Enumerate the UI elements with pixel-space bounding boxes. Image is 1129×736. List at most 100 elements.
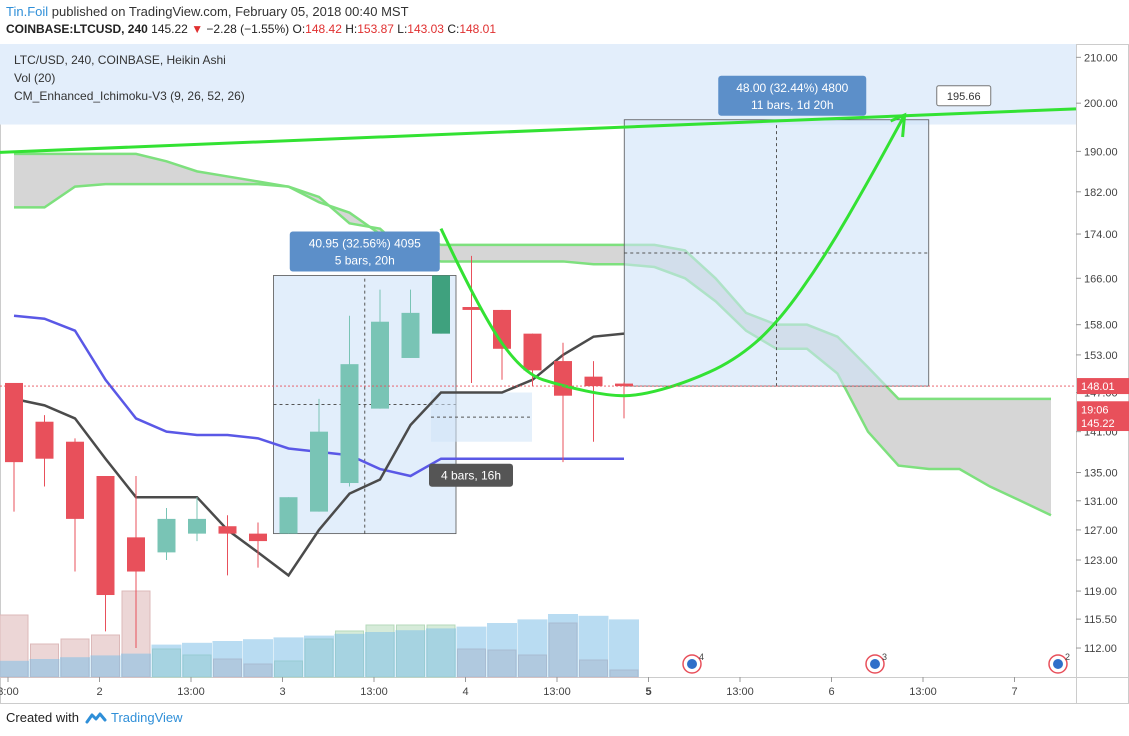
volume-ma-bar xyxy=(517,619,548,677)
volume-ma-bar xyxy=(60,657,90,677)
legend-indicator: CM_Enhanced_Ichimoku-V3 (9, 26, 52, 26) xyxy=(14,89,245,103)
open-label: O: xyxy=(292,22,306,36)
publish-header: Tin.Foil published on TradingView.com, F… xyxy=(0,0,1129,40)
volume-ma-bar xyxy=(487,623,517,677)
measure-3-label-text: 4 bars, 16h xyxy=(441,469,501,483)
top-band xyxy=(0,44,1076,125)
volume-ma-bar xyxy=(121,653,151,677)
legend: LTC/USD, 240, COINBASE, Heikin Ashi Vol … xyxy=(14,53,245,103)
trend-drawings[interactable] xyxy=(0,107,1077,398)
time-tick-label: 3 xyxy=(279,686,285,698)
low-label: L: xyxy=(397,22,408,36)
price-label-text: 145.22 xyxy=(1081,418,1115,430)
tradingview-link[interactable]: TradingView xyxy=(85,710,183,725)
author-link[interactable]: Tin.Foil xyxy=(6,4,49,19)
volume-ma-bar xyxy=(273,637,304,677)
candle-body xyxy=(249,533,267,542)
price-tick-label: 112.00 xyxy=(1084,643,1117,655)
tenkan-line xyxy=(13,332,625,578)
time-tick-label: 13:00 xyxy=(726,686,754,698)
volume-ma-bar xyxy=(212,641,243,677)
volume-ma-bar xyxy=(426,628,456,677)
candles xyxy=(5,255,633,649)
candle-body xyxy=(279,497,298,534)
price-label-bg xyxy=(1077,415,1129,432)
measure-1-label-text: 40.95 (32.56%) 4095 xyxy=(309,236,421,250)
price-tick-label: 131.00 xyxy=(1084,496,1118,508)
event-count: 4 xyxy=(699,652,704,662)
price-label-bg xyxy=(1077,378,1129,395)
measure-2-label-text: 48.00 (32.44%) 4800 xyxy=(736,81,848,95)
volume-ma-bar xyxy=(182,642,212,677)
high-label: H: xyxy=(345,22,358,36)
time-tick-label: 3:00 xyxy=(0,686,19,698)
volume-ma-bar xyxy=(304,635,334,677)
price-change: −2.28 (−1.55%) xyxy=(206,22,290,36)
close-label: C: xyxy=(447,22,460,36)
time-tick-label: 2 xyxy=(96,686,102,698)
candle-body xyxy=(615,383,633,387)
green-projection-curve xyxy=(439,114,906,398)
price-tick-label: 174.00 xyxy=(1084,229,1118,241)
measure-2-label-bg xyxy=(718,75,867,116)
measure-tools[interactable] xyxy=(273,119,930,535)
event-globe-icon xyxy=(1053,659,1063,669)
down-arrow-icon: ▼ xyxy=(191,22,204,36)
candle-body xyxy=(157,518,176,553)
event-globe-icon xyxy=(870,659,880,669)
volume-ma-bar xyxy=(334,633,365,677)
time-axis[interactable]: 3:00 2 13:00 3 13:00 4 13:00 5 13:00 6 13:00 7 xyxy=(0,677,1018,698)
price-tick-label: 119.00 xyxy=(1084,586,1117,598)
created-with: Created with xyxy=(6,710,79,725)
time-tick-label: 13:00 xyxy=(360,686,388,698)
event-globe-icon xyxy=(687,659,697,669)
event-count: 2 xyxy=(1065,652,1070,662)
target-label: 195.66 xyxy=(947,91,981,103)
price-label-text: 19:06 xyxy=(1081,404,1109,416)
price-tick-label: 158.00 xyxy=(1084,320,1118,332)
candle-body xyxy=(554,361,572,396)
last-price: 145.22 xyxy=(151,22,188,36)
tradingview-brand: TradingView xyxy=(110,710,183,725)
symbol-name: COINBASE:LTCUSD, 240 xyxy=(6,22,148,36)
candle-body xyxy=(432,275,450,334)
volume-ma-bar xyxy=(90,655,121,677)
candle-body xyxy=(66,441,84,519)
candle-body xyxy=(5,382,23,463)
footer: Created with TradingView xyxy=(6,710,183,725)
candle-body xyxy=(401,312,420,358)
event-markers[interactable]: 4 3 2 xyxy=(682,652,1070,674)
price-tick-label: 190.00 xyxy=(1084,146,1118,158)
price-tick-label: 123.00 xyxy=(1084,555,1118,567)
price-chart[interactable]: 40.95 (32.56%) 4095 5 bars, 20h 48.00 (32.… xyxy=(0,44,1129,704)
price-tick-label: 210.00 xyxy=(1084,52,1118,64)
time-tick-label: 13:00 xyxy=(543,686,571,698)
volume-ma-bar xyxy=(609,619,639,677)
measure-1-label-bg xyxy=(289,231,440,272)
volume-ma-bar xyxy=(578,615,609,677)
volume-ma-bar xyxy=(151,644,182,677)
time-tick-label: 7 xyxy=(1011,686,1017,698)
legend-volume: Vol (20) xyxy=(14,71,55,85)
price-tick-label: 115.50 xyxy=(1084,614,1117,626)
candle-body xyxy=(584,376,603,387)
low-value: 143.03 xyxy=(407,22,444,36)
top-band-fill xyxy=(0,44,1076,125)
price-tick-label: 166.00 xyxy=(1084,273,1118,285)
price-axis[interactable]: 210.00 200.00 190.00 182.00 174.00 166.00 158.… xyxy=(0,52,1129,655)
measure-2-label-text: 11 bars, 1d 20h xyxy=(751,98,834,112)
price-tick-label: 153.00 xyxy=(1084,350,1118,362)
candle-body xyxy=(310,431,328,512)
green-arrowhead xyxy=(890,112,907,138)
chart-area[interactable]: 40.95 (32.56%) 4095 5 bars, 20h 48.00 (32.… xyxy=(0,44,1129,704)
tradingview-logo-icon xyxy=(85,712,107,723)
price-tick-label: 127.00 xyxy=(1084,525,1118,537)
time-tick-label: 4 xyxy=(462,686,468,698)
volume-ma-bar xyxy=(243,639,273,677)
publish-info: published on TradingView.com, February 0… xyxy=(51,4,409,19)
price-tick-label: 200.00 xyxy=(1084,98,1118,110)
measure-labels: 40.95 (32.56%) 4095 5 bars, 20h 48.00 (32.… xyxy=(289,75,992,487)
candle-body xyxy=(35,421,54,459)
volume-ma-bar xyxy=(0,660,29,677)
price-tick-label: 182.00 xyxy=(1084,187,1118,199)
